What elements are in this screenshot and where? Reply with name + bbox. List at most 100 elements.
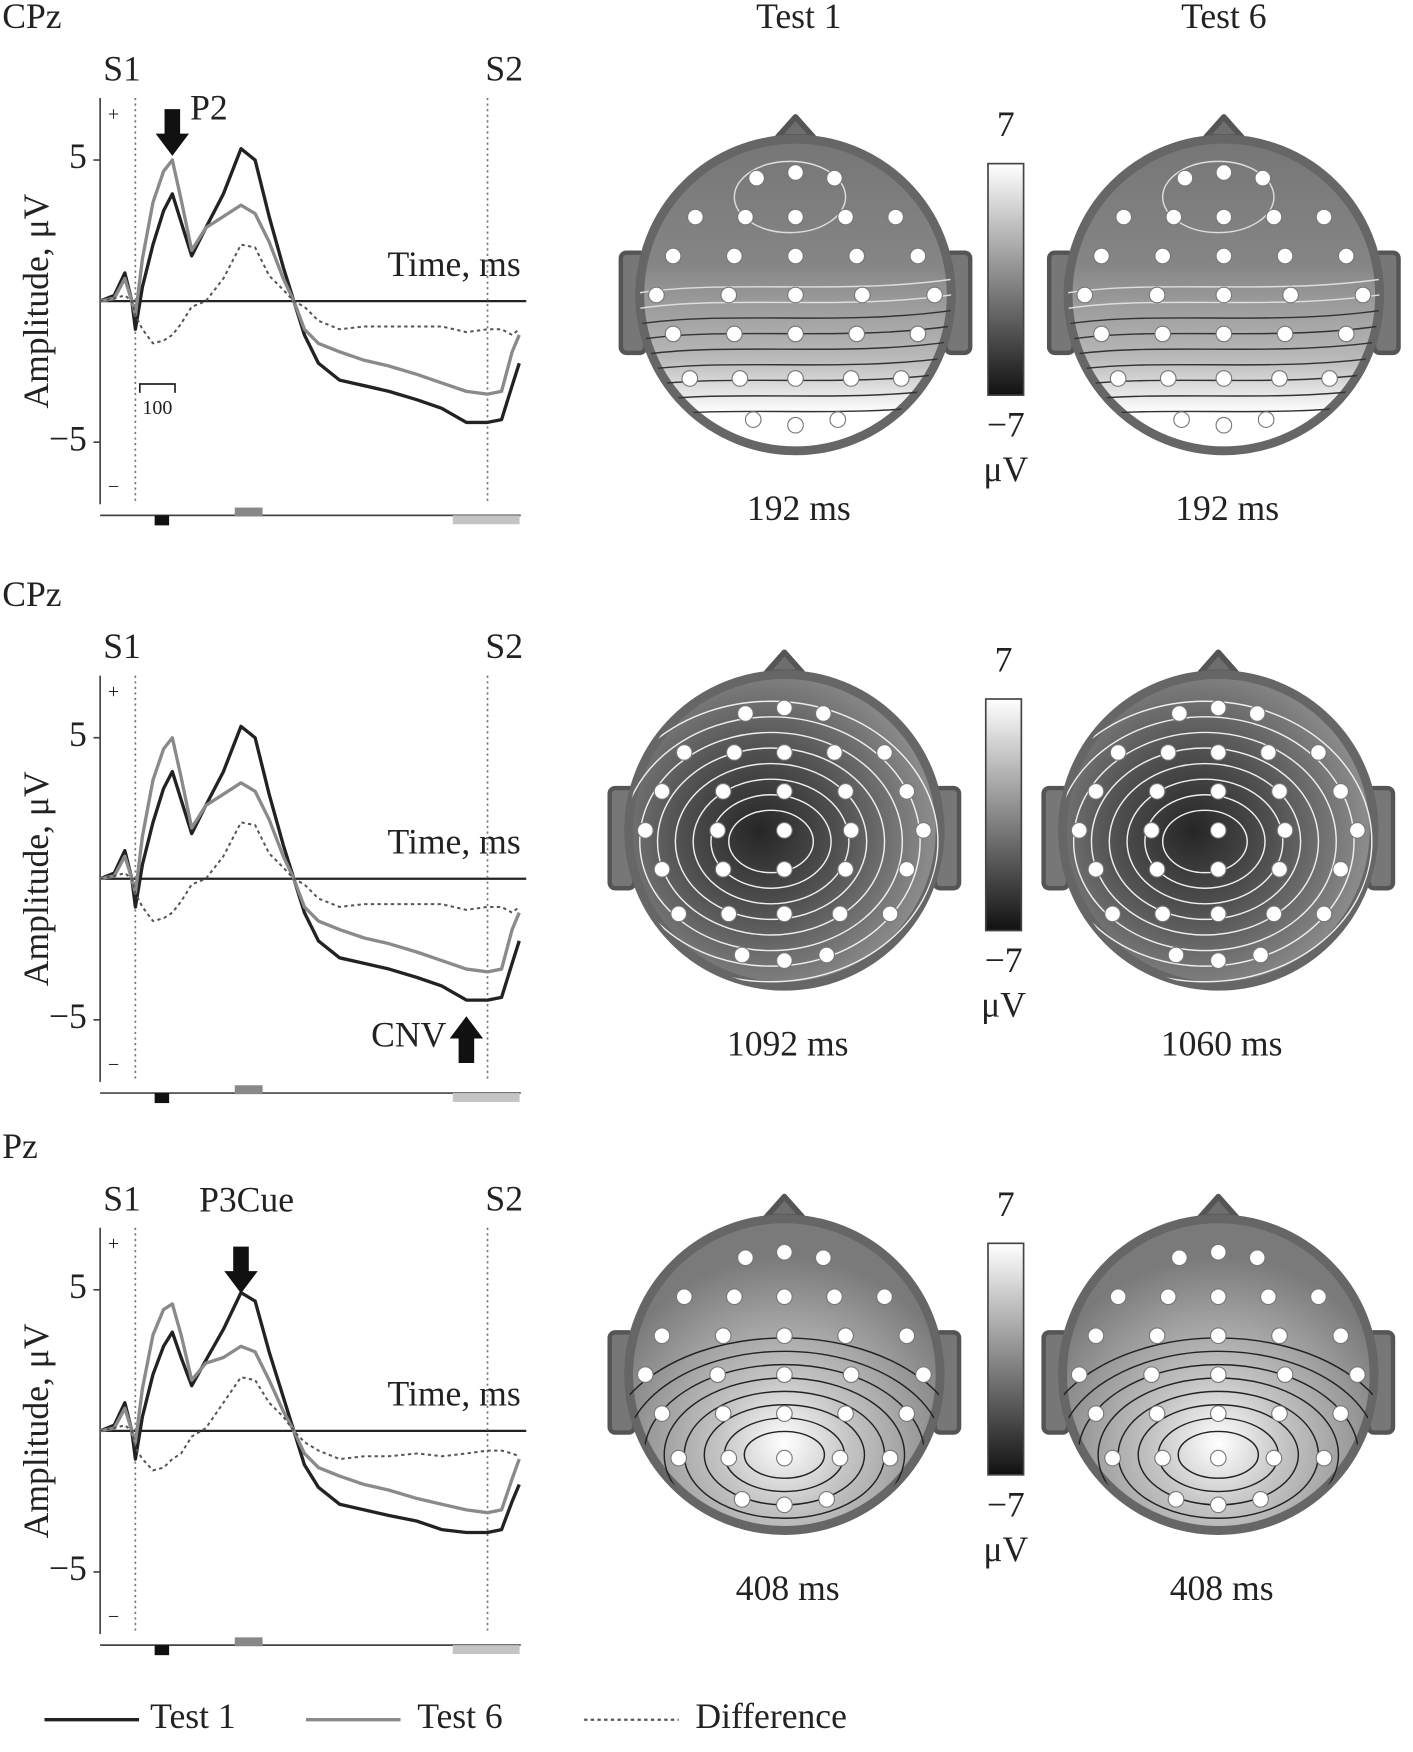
erp-line	[99, 243, 520, 345]
contours	[628, 700, 939, 983]
column-title: Test 6	[1181, 0, 1267, 36]
electrode	[1209, 744, 1227, 761]
electrode	[748, 169, 765, 187]
electrode	[1109, 370, 1127, 387]
electrode	[1209, 783, 1227, 800]
electrode	[1315, 1449, 1333, 1467]
electrode	[737, 705, 754, 722]
electrode	[1070, 822, 1088, 839]
electrode	[1332, 1405, 1350, 1422]
electrode	[1109, 1288, 1127, 1306]
colorbar-tick-label: 7	[997, 1184, 1015, 1224]
colorbar-tick-label: 7	[997, 104, 1015, 144]
erp-line	[99, 1302, 521, 1515]
electrode	[725, 325, 743, 343]
erp-line	[99, 736, 521, 974]
electrode	[1148, 783, 1166, 800]
contour	[1072, 731, 1337, 952]
electrode	[714, 1405, 732, 1422]
electrode	[1260, 744, 1277, 761]
electrode	[1215, 286, 1233, 304]
electrode	[1209, 860, 1227, 878]
electrode	[1276, 822, 1294, 839]
electrode	[842, 822, 860, 839]
electrode	[675, 1288, 693, 1306]
electrode	[720, 1449, 738, 1467]
electrode	[1159, 744, 1177, 761]
electrode	[876, 1288, 893, 1306]
electrode	[1159, 370, 1177, 387]
electrode	[837, 783, 854, 800]
electrode	[787, 286, 804, 304]
contour	[1062, 1350, 1375, 1531]
electrode	[1209, 1496, 1227, 1514]
electrode	[787, 325, 804, 343]
colorbar-unit: μV	[983, 1529, 1028, 1569]
electrode	[915, 1366, 932, 1384]
window-bar	[452, 1093, 520, 1102]
electrode	[1209, 952, 1227, 969]
contour	[639, 341, 952, 356]
map-time-label: 408 ms	[736, 1568, 840, 1608]
electrode	[737, 208, 754, 226]
map-time-label: 192 ms	[1175, 488, 1279, 528]
electrode	[725, 744, 743, 761]
annotation-arrow	[449, 1016, 484, 1063]
electrode	[744, 411, 762, 428]
electrode	[831, 905, 849, 923]
contour	[639, 731, 904, 952]
map-time-label: 1060 ms	[1161, 1024, 1283, 1064]
electrode	[1215, 164, 1233, 181]
annotation-arrow	[155, 109, 190, 156]
electrode	[1248, 705, 1266, 722]
electrode	[664, 247, 682, 265]
colorbar-unit: μV	[981, 985, 1026, 1025]
electrode	[687, 208, 704, 226]
erp-line	[99, 147, 521, 425]
contour	[628, 700, 939, 983]
contour	[728, 809, 815, 874]
electrode	[881, 1449, 899, 1467]
x-axis-label: Time, ms	[387, 1374, 520, 1414]
channel-label: CPz	[2, 0, 61, 36]
y-tick-label: 5	[69, 714, 87, 754]
electrode	[1349, 822, 1366, 839]
electrode	[1154, 325, 1172, 343]
legend: Test 1 Test 6 Difference	[44, 1696, 847, 1736]
electrode	[837, 1405, 854, 1422]
contour	[692, 778, 850, 905]
electrode	[818, 946, 836, 964]
electrode	[1209, 1288, 1227, 1306]
electrode	[1265, 208, 1283, 226]
electrode	[714, 860, 732, 878]
electrode	[653, 860, 671, 878]
erp-line	[99, 821, 520, 923]
x-axis-label: Time, ms	[387, 822, 520, 862]
electrode	[887, 208, 904, 226]
electrode	[1104, 905, 1121, 923]
electrode	[1271, 783, 1288, 800]
electrode	[776, 744, 793, 761]
electrode	[1257, 411, 1275, 428]
window-bar	[234, 1637, 263, 1647]
electrode	[842, 1366, 860, 1384]
nose	[763, 1193, 805, 1220]
electrode	[842, 370, 860, 387]
electrode	[787, 208, 804, 226]
electrode	[1148, 1405, 1166, 1422]
electrode	[670, 1449, 688, 1467]
electrode	[1148, 860, 1166, 878]
nose	[774, 114, 817, 140]
nose	[1197, 1193, 1239, 1220]
electrode	[848, 247, 866, 265]
electrode	[1143, 822, 1160, 839]
window-bar	[234, 507, 263, 517]
electrode	[787, 370, 804, 387]
contour	[1068, 294, 1380, 310]
column-title: Test 1	[756, 0, 842, 36]
electrode	[733, 1490, 751, 1508]
polarity-label: +	[108, 1233, 119, 1255]
electrode	[776, 905, 793, 923]
event-label: S2	[485, 49, 523, 89]
